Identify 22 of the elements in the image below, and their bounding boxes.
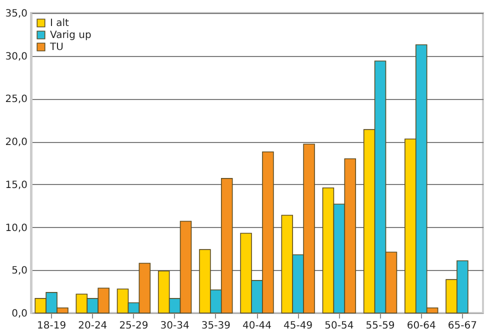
x-tick-label: 20-24 (78, 320, 108, 332)
y-tick-label: 25,0 (5, 94, 28, 106)
x-tick-label: 65-67 (448, 320, 477, 332)
x-tick-label: 25-29 (119, 320, 148, 332)
y-tick-label: 10,0 (5, 222, 28, 234)
legend-label: TU (49, 42, 64, 53)
x-tick-label: 35-39 (201, 320, 230, 332)
x-tick-label: 45-49 (284, 320, 313, 332)
y-tick-label: 35,0 (5, 8, 28, 20)
x-tick-label: 30-34 (160, 320, 190, 332)
y-tick-label: 0,0 (12, 308, 28, 320)
y-tick-label: 30,0 (5, 51, 28, 62)
x-tick-label: 50-54 (324, 320, 354, 332)
x-tick-label: 55-59 (366, 320, 395, 332)
y-tick-label: 5,0 (12, 266, 28, 277)
legend-label: Varig up (50, 30, 92, 41)
legend-label: I alt (50, 18, 70, 29)
x-tick-label: 60-64 (406, 320, 436, 332)
x-tick-label: 18-19 (37, 320, 66, 332)
x-tick-label: 40-44 (242, 320, 272, 332)
y-tick-label: 20,0 (5, 137, 28, 148)
y-tick-label: 15,0 (5, 180, 28, 191)
